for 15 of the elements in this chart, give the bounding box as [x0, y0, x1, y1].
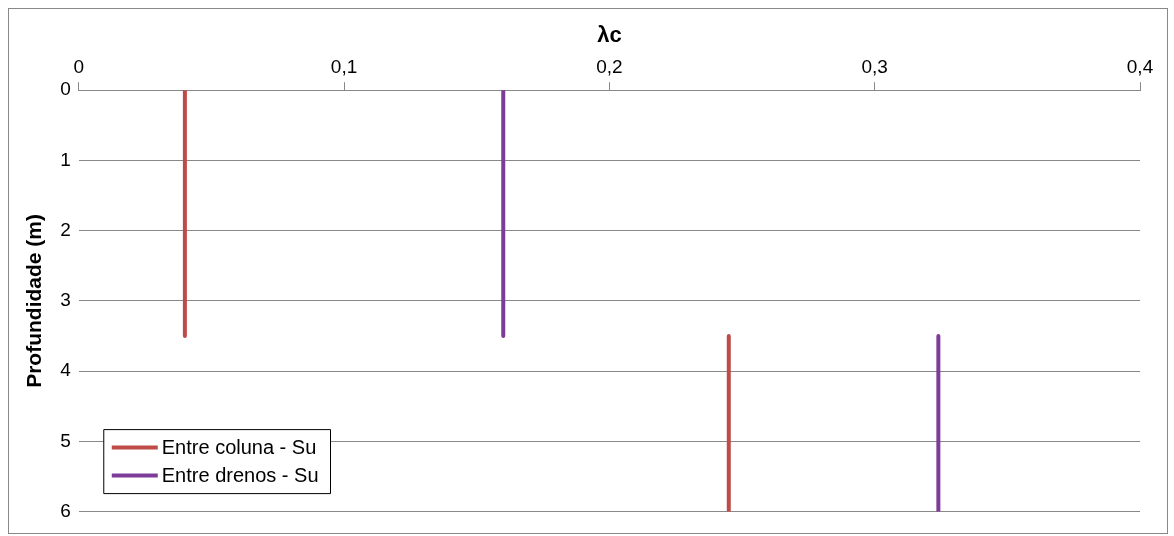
legend-label: Entre coluna - Su [161, 436, 317, 459]
x-axis-title: λc [597, 22, 622, 48]
y-axis-title: Profundidade (m) [22, 213, 46, 388]
x-tick-label: 0,4 [1126, 56, 1154, 78]
x-tick-label: 0,2 [596, 56, 623, 78]
legend-label: Entre drenos - Su [161, 464, 319, 487]
y-tick-label: 1 [60, 148, 71, 170]
y-tick-label: 3 [60, 289, 71, 311]
y-tick-label: 6 [60, 499, 71, 521]
y-tick-label: 0 [60, 78, 71, 100]
y-tick-label: 4 [60, 359, 72, 381]
x-tick-label: 0,1 [330, 56, 358, 78]
y-tick-label: 2 [60, 218, 71, 240]
x-tick-label: 0,3 [861, 56, 888, 78]
y-tick-label: 5 [60, 429, 71, 451]
